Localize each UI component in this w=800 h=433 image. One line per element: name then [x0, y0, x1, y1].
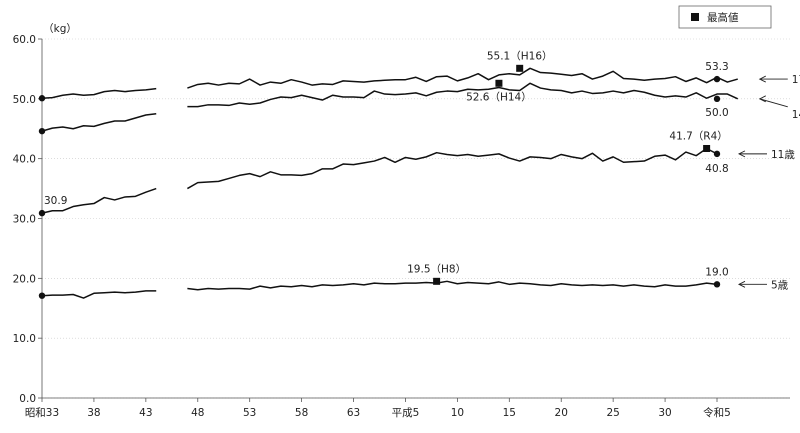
- x-tick-label: 昭和33: [25, 407, 59, 419]
- max-value-square: [495, 79, 503, 87]
- data-label: 30.9: [44, 195, 67, 207]
- series-name-arrowhead: [737, 280, 746, 288]
- data-point-dot: [38, 292, 46, 299]
- series-name-label: 11歳: [771, 149, 795, 161]
- series-name-label: 14歳: [792, 109, 800, 121]
- x-tick-label: 平成5: [392, 407, 420, 419]
- series-line: [41, 113, 157, 132]
- series-line: [41, 87, 157, 99]
- series-line: [41, 187, 157, 214]
- data-point-dot: [38, 95, 46, 102]
- y-tick-label: 40.0: [13, 154, 36, 166]
- max-value-square: [516, 64, 524, 72]
- max-value-square: [703, 144, 711, 152]
- legend-box: [678, 5, 772, 29]
- x-tick-label: 48: [191, 407, 204, 419]
- data-point-dot: [38, 127, 46, 135]
- x-tick-label: 38: [87, 407, 100, 419]
- series-name-arrowhead: [758, 75, 766, 83]
- data-label: 41.7（R4）: [669, 130, 727, 142]
- series-line: [187, 280, 718, 291]
- series-name-label: 5歳: [771, 279, 789, 291]
- data-label: 53.3: [705, 61, 728, 73]
- legend-square-icon: [691, 13, 699, 21]
- y-tick-label: 30.0: [13, 214, 36, 226]
- x-tick-label: 53: [243, 407, 256, 419]
- x-tick-label: 43: [139, 407, 152, 419]
- data-label: 19.0: [705, 266, 728, 278]
- y-tick-label: 20.0: [13, 273, 36, 285]
- series-line: [41, 290, 157, 299]
- data-point-dot: [713, 281, 721, 288]
- x-tick-label: 58: [295, 407, 308, 419]
- y-tick-label: 60.0: [13, 34, 36, 46]
- data-point-dot: [713, 150, 721, 158]
- data-label: 19.5（H8）: [407, 263, 466, 275]
- data-point-dot: [713, 95, 721, 103]
- y-tick-label: 0.0: [19, 393, 36, 405]
- data-label: 52.6（H14）: [466, 91, 532, 103]
- series-name-arrowhead: [758, 95, 766, 103]
- y-unit-label: （kg）: [43, 23, 77, 35]
- max-value-square: [433, 277, 441, 285]
- series-markers: [38, 64, 721, 299]
- legend-label: 最高値: [707, 11, 739, 24]
- x-tick-label: 30: [658, 407, 671, 419]
- y-tick-label: 50.0: [13, 94, 36, 106]
- data-label: 40.8: [705, 163, 728, 175]
- x-tick-label: 20: [555, 407, 568, 419]
- series-labels: 53.3 55.1（H16） 17歳 50.0 52.6（H14） 14歳 30.9 40.8…: [44, 50, 800, 291]
- data-label: 55.1（H16）: [487, 50, 553, 62]
- x-tick-label: 25: [606, 407, 619, 419]
- legend: 最高値: [678, 5, 772, 29]
- x-tick-label: 15: [503, 407, 516, 419]
- series-name-arrowhead: [737, 150, 746, 158]
- series-name-arrow: [759, 98, 788, 108]
- data-label: 50.0: [705, 107, 728, 119]
- x-tick-label: 63: [347, 407, 360, 419]
- series-line: [187, 147, 718, 190]
- series-line: [187, 67, 738, 89]
- y-tick-label: 10.0: [13, 333, 36, 345]
- x-tick-label: 10: [451, 407, 464, 419]
- x-tick-label: 令和5: [703, 406, 731, 419]
- data-point-dot: [38, 209, 46, 217]
- series-name-label: 17歳: [792, 74, 800, 86]
- series-lines: [41, 67, 739, 299]
- data-point-dot: [713, 75, 721, 83]
- series-line: [187, 82, 739, 108]
